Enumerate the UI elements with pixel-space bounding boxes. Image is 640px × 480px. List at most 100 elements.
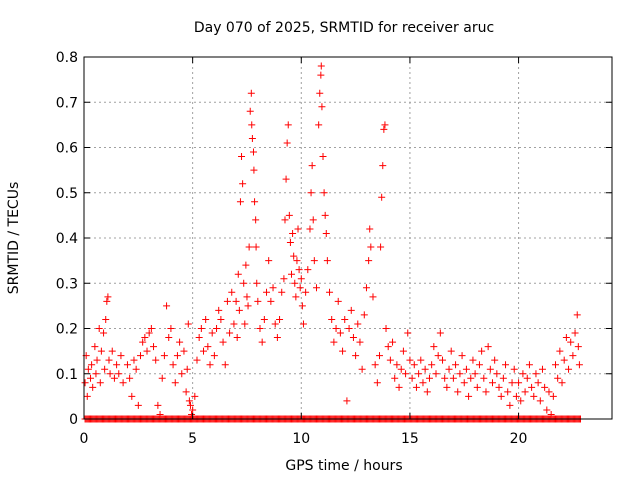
data-point — [291, 279, 299, 287]
data-point — [252, 243, 260, 251]
data-point — [251, 198, 259, 206]
x-tick-label: 0 — [80, 431, 89, 447]
x-tick-label: 10 — [292, 431, 310, 447]
data-point — [294, 225, 302, 233]
data-point — [110, 374, 118, 382]
data-point — [156, 410, 164, 418]
data-point — [347, 306, 355, 314]
data-point — [197, 325, 205, 332]
data-point — [386, 356, 394, 364]
data-point — [221, 361, 229, 369]
data-point — [134, 401, 142, 409]
data-point — [562, 334, 570, 342]
data-point — [547, 410, 555, 418]
data-point — [352, 352, 360, 360]
y-tick-label: 0.4 — [56, 231, 78, 247]
data-point — [254, 297, 262, 305]
data-point — [302, 288, 310, 296]
data-point — [549, 392, 557, 400]
data-point — [100, 329, 108, 337]
data-point — [345, 325, 353, 332]
data-point — [132, 365, 140, 373]
data-point — [233, 334, 241, 342]
data-point — [454, 388, 462, 396]
data-point — [271, 320, 279, 328]
data-point — [334, 297, 342, 305]
data-point — [298, 302, 306, 310]
data-point — [282, 175, 290, 183]
data-point — [449, 374, 457, 382]
data-point — [404, 329, 412, 337]
data-point — [106, 370, 114, 378]
data-point — [556, 347, 564, 355]
data-point — [458, 352, 466, 360]
data-point — [443, 383, 451, 391]
data-point — [395, 383, 403, 391]
data-point — [317, 71, 325, 79]
data-point — [248, 134, 256, 142]
data-point — [541, 383, 549, 391]
data-point — [176, 338, 184, 346]
data-point — [565, 365, 573, 373]
data-point — [92, 370, 100, 378]
data-point — [419, 379, 427, 387]
data-point — [445, 365, 453, 373]
data-point — [315, 121, 323, 129]
data-point — [123, 361, 131, 369]
data-point — [97, 347, 105, 355]
data-point — [399, 347, 407, 355]
data-point — [354, 320, 362, 328]
data-point — [88, 361, 96, 369]
data-point — [252, 216, 260, 224]
data-point — [554, 374, 562, 382]
data-point — [215, 306, 223, 314]
data-point — [250, 166, 258, 174]
data-point — [309, 216, 317, 224]
data-point — [113, 361, 121, 369]
data-point — [297, 275, 305, 283]
data-point — [102, 315, 110, 323]
data-point — [189, 406, 197, 414]
data-point — [280, 275, 288, 283]
data-point — [96, 379, 104, 387]
data-point — [278, 288, 286, 296]
data-point — [130, 356, 138, 364]
y-tick-label: 0 — [69, 412, 78, 428]
data-point — [365, 257, 373, 265]
data-point — [510, 365, 518, 373]
data-point — [358, 365, 366, 373]
y-tick-label: 0.7 — [56, 95, 78, 111]
data-point — [328, 315, 336, 323]
data-point — [276, 315, 284, 323]
data-point — [304, 266, 312, 274]
data-point — [495, 383, 503, 391]
data-point — [423, 388, 431, 396]
data-point — [425, 374, 433, 382]
data-point — [141, 334, 149, 342]
data-point — [473, 383, 481, 391]
data-point — [349, 334, 357, 342]
data-point — [84, 365, 92, 373]
x-tick-label: 20 — [510, 431, 528, 447]
data-point — [534, 379, 542, 387]
data-point — [244, 302, 252, 310]
data-point — [253, 279, 261, 287]
data-point — [160, 352, 168, 360]
data-point — [286, 239, 294, 247]
data-point — [206, 361, 214, 369]
data-point — [81, 379, 89, 387]
data-point — [575, 361, 583, 369]
data-point — [117, 352, 125, 360]
data-point — [139, 338, 147, 346]
data-point — [208, 329, 216, 337]
data-point — [188, 410, 196, 418]
data-point — [484, 343, 492, 351]
data-point — [143, 347, 151, 355]
data-point — [273, 334, 281, 342]
data-point — [243, 293, 251, 301]
data-point — [421, 365, 429, 373]
data-point — [296, 284, 304, 292]
data-point — [436, 329, 444, 337]
data-point — [571, 329, 579, 337]
